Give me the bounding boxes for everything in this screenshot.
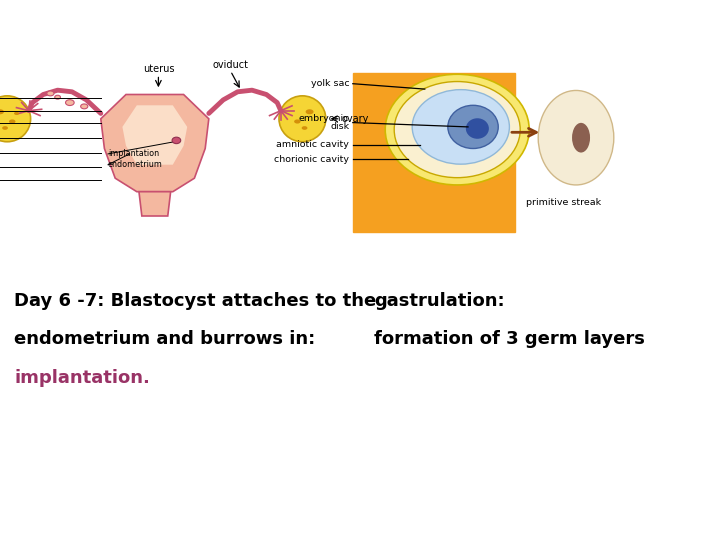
Ellipse shape (306, 109, 314, 114)
Ellipse shape (539, 90, 613, 185)
Polygon shape (101, 94, 209, 192)
Ellipse shape (0, 109, 4, 114)
Text: gastrulation:: gastrulation: (374, 292, 505, 309)
Text: oviduct: oviduct (212, 60, 248, 70)
Text: disk: disk (330, 123, 349, 131)
Text: implantation: implantation (108, 150, 159, 158)
Ellipse shape (385, 74, 529, 185)
Text: endometrium and burrows in:: endometrium and burrows in: (14, 330, 315, 348)
Ellipse shape (294, 119, 301, 124)
Ellipse shape (55, 95, 60, 99)
Ellipse shape (395, 82, 520, 178)
Text: Day 6 -7: Blastocyst attaches to the: Day 6 -7: Blastocyst attaches to the (14, 292, 377, 309)
Ellipse shape (0, 96, 31, 141)
Text: ovary: ovary (342, 114, 369, 124)
Bar (353, 73, 515, 232)
Ellipse shape (302, 126, 307, 130)
Ellipse shape (47, 91, 54, 96)
Ellipse shape (9, 119, 15, 124)
Ellipse shape (572, 123, 590, 152)
Ellipse shape (448, 105, 498, 148)
Text: endometrium: endometrium (108, 160, 163, 169)
Text: amniotic cavity: amniotic cavity (276, 140, 349, 149)
Ellipse shape (466, 118, 489, 139)
Text: embryonic: embryonic (299, 114, 349, 123)
Polygon shape (122, 105, 187, 165)
Ellipse shape (412, 90, 510, 164)
Text: implantation.: implantation. (14, 369, 150, 387)
Ellipse shape (66, 100, 74, 105)
Text: chorionic cavity: chorionic cavity (274, 155, 349, 164)
Ellipse shape (2, 126, 8, 130)
Ellipse shape (14, 112, 19, 115)
Ellipse shape (172, 137, 181, 144)
Ellipse shape (279, 96, 325, 141)
Text: yolk sac: yolk sac (310, 79, 349, 88)
Text: primitive streak: primitive streak (526, 198, 601, 207)
Polygon shape (139, 192, 171, 216)
Text: formation of 3 germ layers: formation of 3 germ layers (374, 330, 645, 348)
Text: uterus: uterus (143, 64, 174, 74)
Ellipse shape (81, 104, 88, 109)
